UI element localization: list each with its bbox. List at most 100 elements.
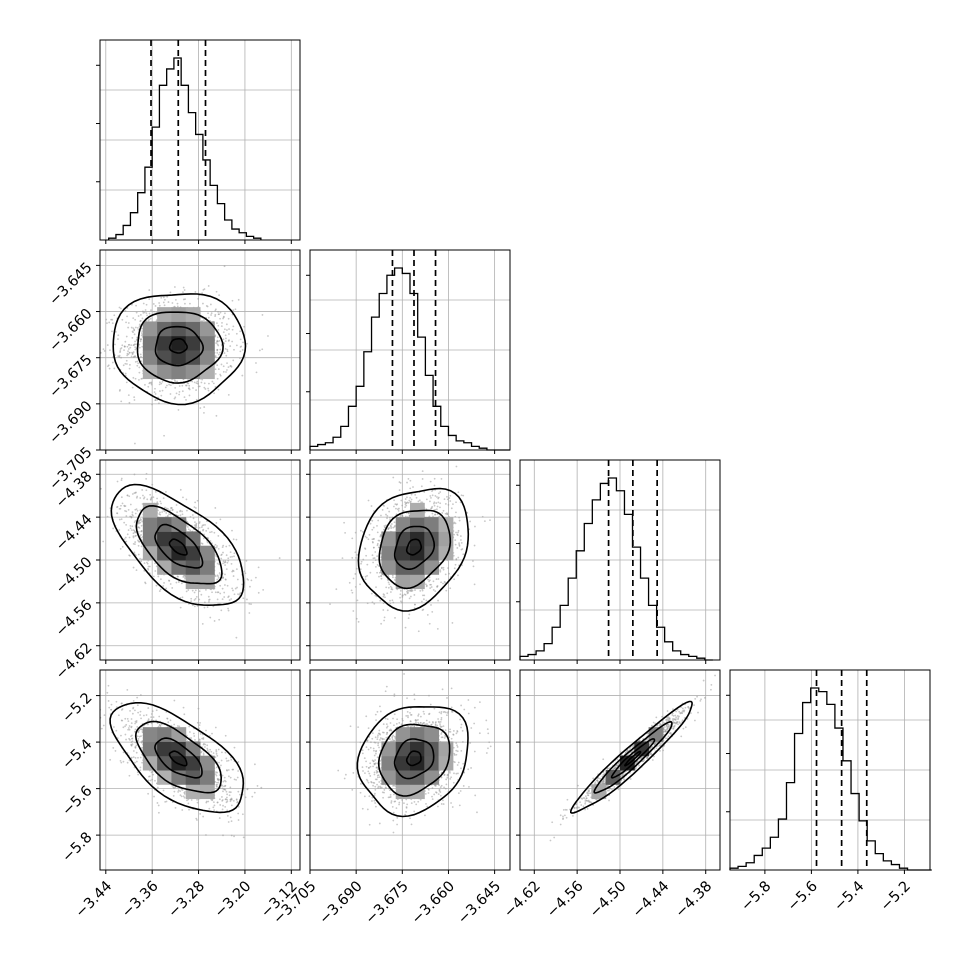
scatter-point — [354, 573, 357, 575]
scatter-point — [409, 479, 412, 482]
scatter-point — [134, 512, 137, 515]
scatter-point — [450, 507, 453, 510]
scatter-point — [209, 531, 211, 534]
scatter-point — [394, 616, 396, 619]
scatter-point — [111, 322, 114, 325]
scatter-point — [202, 302, 204, 305]
scatter-point — [138, 379, 140, 381]
density-cell — [171, 321, 187, 337]
scatter-point — [235, 332, 238, 335]
scatter-point — [205, 588, 207, 591]
scatter-point — [127, 394, 130, 396]
contour-level-3 — [168, 538, 188, 556]
scatter-point — [139, 766, 142, 769]
scatter-point — [216, 545, 218, 547]
scatter-point — [422, 608, 425, 611]
scatter-point — [93, 505, 95, 507]
scatter-point — [365, 554, 368, 557]
scatter-point — [176, 302, 179, 305]
scatter-point — [124, 509, 126, 512]
scatter-point — [222, 338, 225, 341]
scatter-point — [118, 306, 121, 309]
scatter-point — [155, 719, 157, 722]
scatter-point — [137, 540, 140, 543]
scatter-point — [216, 322, 218, 325]
scatter-point — [392, 601, 395, 604]
scatter-point — [442, 568, 445, 571]
scatter-point — [429, 583, 431, 586]
scatter-point — [229, 556, 232, 558]
scatter-point — [399, 589, 402, 592]
scatter-point — [102, 540, 105, 543]
scatter-point — [262, 588, 265, 591]
scatter-point — [118, 529, 121, 531]
scatter-point — [133, 396, 136, 399]
scatter-point — [250, 603, 252, 606]
scatter-point — [128, 495, 131, 498]
scatter-point — [199, 733, 202, 735]
scatter-point — [382, 609, 385, 611]
scatter-point — [123, 349, 125, 352]
scatter-point — [452, 503, 454, 505]
scatter-point — [160, 382, 163, 385]
scatter-point — [124, 340, 127, 343]
scatter-point — [230, 562, 233, 565]
scatter-point — [187, 528, 190, 531]
scatter-point — [355, 617, 358, 620]
scatter-point — [411, 589, 414, 592]
scatter-point — [139, 340, 142, 343]
scatter-point — [186, 382, 189, 385]
scatter-point — [223, 596, 226, 598]
scatter-point — [123, 345, 126, 348]
scatter-point — [133, 333, 136, 336]
scatter-point — [240, 345, 243, 348]
scatter-point — [355, 567, 358, 570]
scatter-point — [433, 501, 436, 504]
scatter-point — [214, 313, 217, 316]
scatter-point — [146, 498, 149, 501]
scatter-point — [237, 761, 240, 763]
scatter-point — [451, 622, 454, 624]
scatter-point — [230, 820, 233, 823]
scatter-point — [153, 795, 155, 798]
scatter-point — [420, 501, 422, 504]
scatter-point — [120, 347, 123, 349]
scatter-point — [472, 565, 475, 568]
scatter-point — [126, 315, 128, 318]
scatter-point — [148, 382, 151, 385]
scatter-point — [131, 303, 133, 306]
scatter-point — [125, 515, 128, 517]
scatter-point — [239, 330, 242, 333]
scatter-point — [203, 288, 206, 290]
scatter-point — [193, 735, 196, 737]
scatter-point — [207, 389, 210, 392]
scatter-point — [130, 722, 133, 724]
scatter-point — [139, 728, 142, 730]
scatter-point — [163, 434, 165, 437]
scatter-point — [124, 309, 127, 312]
scatter-point — [227, 769, 230, 771]
scatter-point — [195, 398, 198, 401]
scatter-point — [430, 507, 432, 510]
scatter-point — [417, 630, 420, 633]
scatter-point — [226, 369, 228, 371]
scatter-point — [160, 502, 162, 505]
scatter-point — [118, 354, 121, 357]
scatter-point — [198, 385, 201, 388]
scatter-point — [133, 442, 136, 445]
scatter-point — [378, 575, 380, 578]
scatter-point — [139, 519, 141, 522]
scatter-point — [406, 590, 408, 593]
scatter-point — [127, 720, 130, 723]
scatter-point — [105, 318, 108, 321]
scatter-point — [202, 529, 204, 532]
scatter-point — [441, 512, 444, 514]
density-cell — [185, 364, 201, 380]
scatter-point — [226, 348, 229, 351]
scatter-point — [379, 571, 382, 574]
scatter-point — [221, 587, 224, 590]
scatter-point — [241, 583, 244, 586]
scatter-point — [458, 543, 461, 546]
scatter-point — [227, 559, 230, 562]
scatter-point — [398, 489, 401, 492]
